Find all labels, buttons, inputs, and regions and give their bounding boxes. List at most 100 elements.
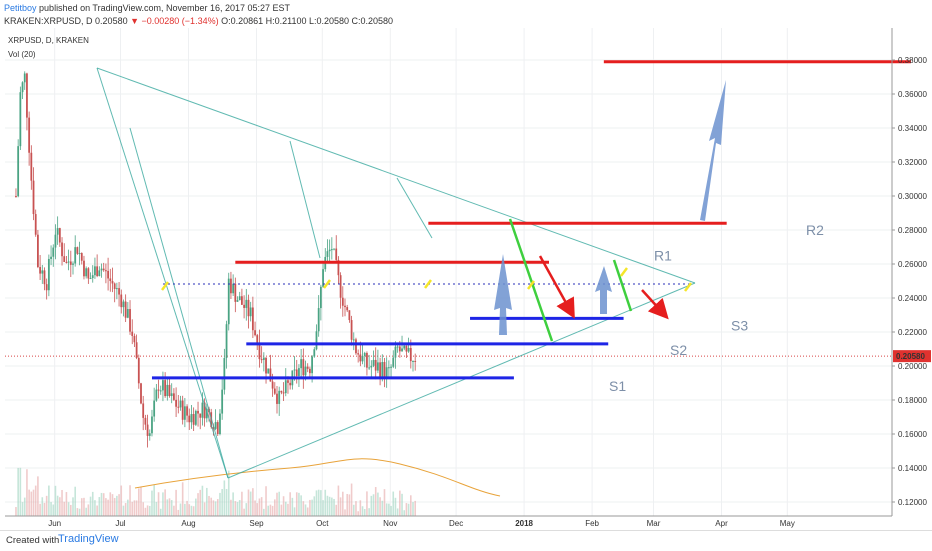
volume-bar	[135, 500, 138, 516]
candle-body	[370, 365, 373, 368]
volume-bar	[357, 511, 359, 516]
candle-body	[74, 247, 77, 264]
volume-bar	[363, 509, 366, 516]
volume-bar	[263, 508, 265, 516]
volume-bar	[265, 486, 267, 516]
candle-body	[89, 278, 92, 280]
candle-body	[377, 362, 379, 371]
candle-body	[181, 400, 184, 420]
volume-bar	[324, 489, 327, 516]
volume-bar	[89, 496, 92, 516]
volume-bar	[173, 505, 175, 516]
candle-body	[194, 410, 197, 425]
chart-area[interactable]: R2 R1 S3 S2 S1 0.38000 0.36000 0.34000 0.32000 0…	[0, 28, 932, 530]
volume-bar	[159, 508, 162, 516]
x-tick-label: Dec	[449, 519, 463, 528]
author-link[interactable]: Petitboy	[4, 3, 37, 13]
candle-body	[23, 73, 26, 83]
volume-bar	[96, 505, 98, 516]
volume-bar	[138, 488, 140, 516]
candle-body	[304, 366, 307, 376]
volume-bar	[344, 509, 346, 516]
candle-body	[280, 390, 283, 393]
candle-body	[203, 402, 206, 419]
price-change: ▼ −0.00280 (−1.34%)	[130, 16, 219, 26]
volume-bar	[102, 493, 105, 516]
volume-bar	[192, 506, 195, 516]
volume-bar	[269, 504, 272, 516]
volume-bar	[188, 504, 191, 516]
volume-bar	[366, 491, 368, 516]
candle-body	[337, 259, 340, 276]
candle-body	[363, 352, 366, 356]
instrument-label: XRPUSD, D, KRAKEN	[8, 36, 89, 45]
candle-body	[199, 413, 202, 418]
candle-body	[276, 393, 278, 404]
volume-bar	[361, 506, 364, 516]
volume-bar	[276, 492, 278, 516]
volume-bar	[390, 505, 392, 516]
candle-body	[39, 267, 41, 274]
candle-body	[302, 359, 305, 376]
candle-body	[183, 406, 186, 420]
marker-tick	[620, 267, 628, 277]
volume-bar	[322, 500, 324, 516]
volume-bar	[199, 489, 202, 516]
tradingview-logo[interactable]: TradingView	[58, 533, 119, 545]
x-tick-label: Jun	[48, 519, 61, 528]
volume-bar	[30, 491, 33, 516]
candle-body	[131, 331, 134, 336]
candle-body	[76, 247, 79, 254]
candle-body	[374, 359, 377, 371]
trendline	[96, 67, 229, 479]
volume-bar	[32, 489, 35, 516]
marker-tick	[424, 279, 432, 289]
volume-bar	[203, 502, 206, 516]
volume-bar	[328, 496, 331, 516]
candle-body	[102, 268, 105, 271]
volume-bar	[131, 501, 134, 516]
volume-bar	[311, 499, 313, 516]
candle-body	[223, 358, 226, 390]
x-tick-label: May	[780, 519, 795, 528]
candle-body	[65, 261, 68, 263]
candle-body	[153, 400, 156, 417]
volume-bar	[155, 501, 158, 516]
candle-body	[357, 353, 360, 355]
volume-bar	[109, 492, 112, 516]
drawings: R2 R1 S3 S2 S1	[96, 60, 911, 479]
candle-body	[105, 270, 107, 272]
volume-bar	[381, 500, 384, 516]
volume-bar	[252, 488, 254, 516]
candle-body	[412, 360, 414, 362]
candle-body	[69, 261, 72, 265]
volume-bar	[175, 489, 177, 516]
volume-bar	[291, 497, 294, 516]
candle-body	[258, 342, 261, 360]
volume-bar	[41, 497, 44, 516]
volume-bar	[85, 507, 87, 516]
candle-body	[278, 390, 281, 404]
candle-body	[96, 266, 99, 277]
volume-bar	[181, 482, 184, 516]
volume-bar	[63, 501, 66, 516]
trendline	[96, 67, 696, 284]
candle-body	[164, 380, 167, 397]
publish-info: published on TradingView.com, November 1…	[39, 3, 291, 13]
candle-body	[133, 335, 136, 343]
x-tick-label: Apr	[715, 519, 728, 528]
candle-body	[322, 269, 324, 287]
candle-body	[284, 380, 287, 394]
candle-body	[368, 367, 371, 369]
volume-bar	[67, 502, 70, 516]
candle-body	[295, 369, 298, 376]
volume-bar	[144, 507, 147, 516]
volume-bar	[339, 497, 342, 516]
y-tick-label: 0.34000	[898, 124, 927, 133]
marker-tick	[527, 280, 535, 290]
candle-body	[113, 283, 116, 290]
candle-body	[234, 283, 237, 302]
candle-body	[289, 382, 292, 386]
candle-body	[192, 414, 195, 425]
